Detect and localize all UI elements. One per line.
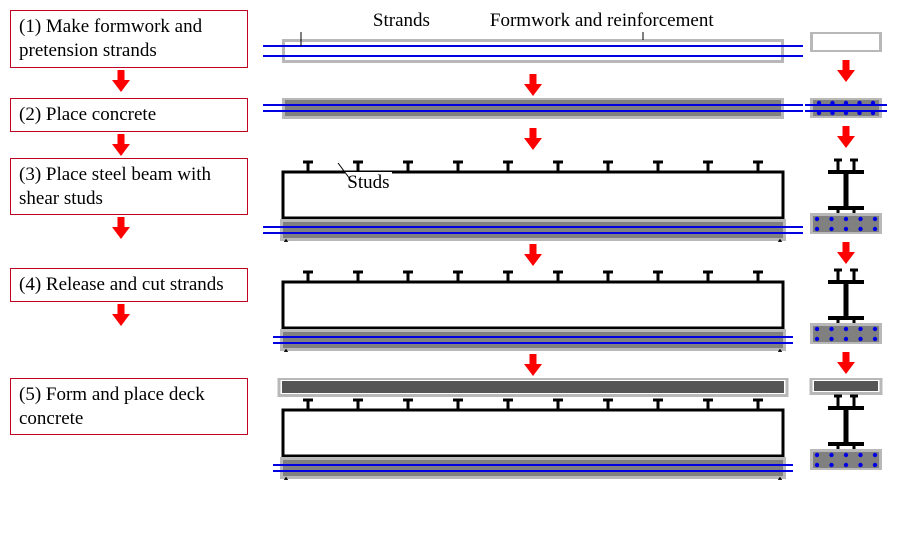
step-4-box: (4) Release and cut strands [10,268,248,302]
step-3-text: (3) Place steel beam with shear studs [19,164,211,209]
step-4-text: (4) Release and cut strands [19,274,224,295]
row-step-3: (3) Place steel beam with shear studs St… [10,158,891,266]
step-2-text: (2) Place concrete [19,104,156,125]
label-strands: Strands [373,10,430,32]
step-5-text: (5) Form and place deck concrete [19,384,205,429]
top-labels: Strands Formwork and reinforcement [353,10,714,32]
arrow-mid-2 [273,126,793,150]
step-1-text: (1) Make formwork and pretension strands [19,16,202,61]
step-4-long [273,268,793,352]
step-5-long [273,378,793,480]
arrow-after-step-1 [10,68,267,92]
row-step-5: (5) Form and place deck concrete [10,378,891,480]
label-formwork: Formwork and reinforcement [490,10,714,32]
step-3-cross [809,158,883,240]
row-step-1: (1) Make formwork and pretension strands… [10,10,891,96]
step-2-box: (2) Place concrete [10,98,248,132]
arrow-right-4 [801,350,891,374]
arrow-after-step-4 [10,302,267,326]
arrow-right-1 [801,58,891,82]
step-1-cross [809,32,883,58]
arrow-after-step-3 [10,215,267,239]
step-3-box: (3) Place steel beam with shear studs [10,158,248,216]
step-5-cross [809,378,883,476]
row-step-4: (4) Release and cut strands [10,268,891,376]
arrow-mid-3 [273,242,793,266]
arrow-after-step-2 [10,132,267,156]
arrow-mid-1 [273,72,793,96]
step-5-box: (5) Form and place deck concrete [10,378,248,436]
arrow-right-2 [801,124,891,148]
arrow-right-3 [801,240,891,264]
row-step-2: (2) Place concrete [10,98,891,156]
step-2-long [263,98,803,126]
arrow-mid-4 [273,352,793,376]
step-1-box: (1) Make formwork and pretension strands [10,10,248,68]
step-4-cross [809,268,883,350]
step-2-cross [805,98,887,124]
step-1-long [263,32,803,72]
